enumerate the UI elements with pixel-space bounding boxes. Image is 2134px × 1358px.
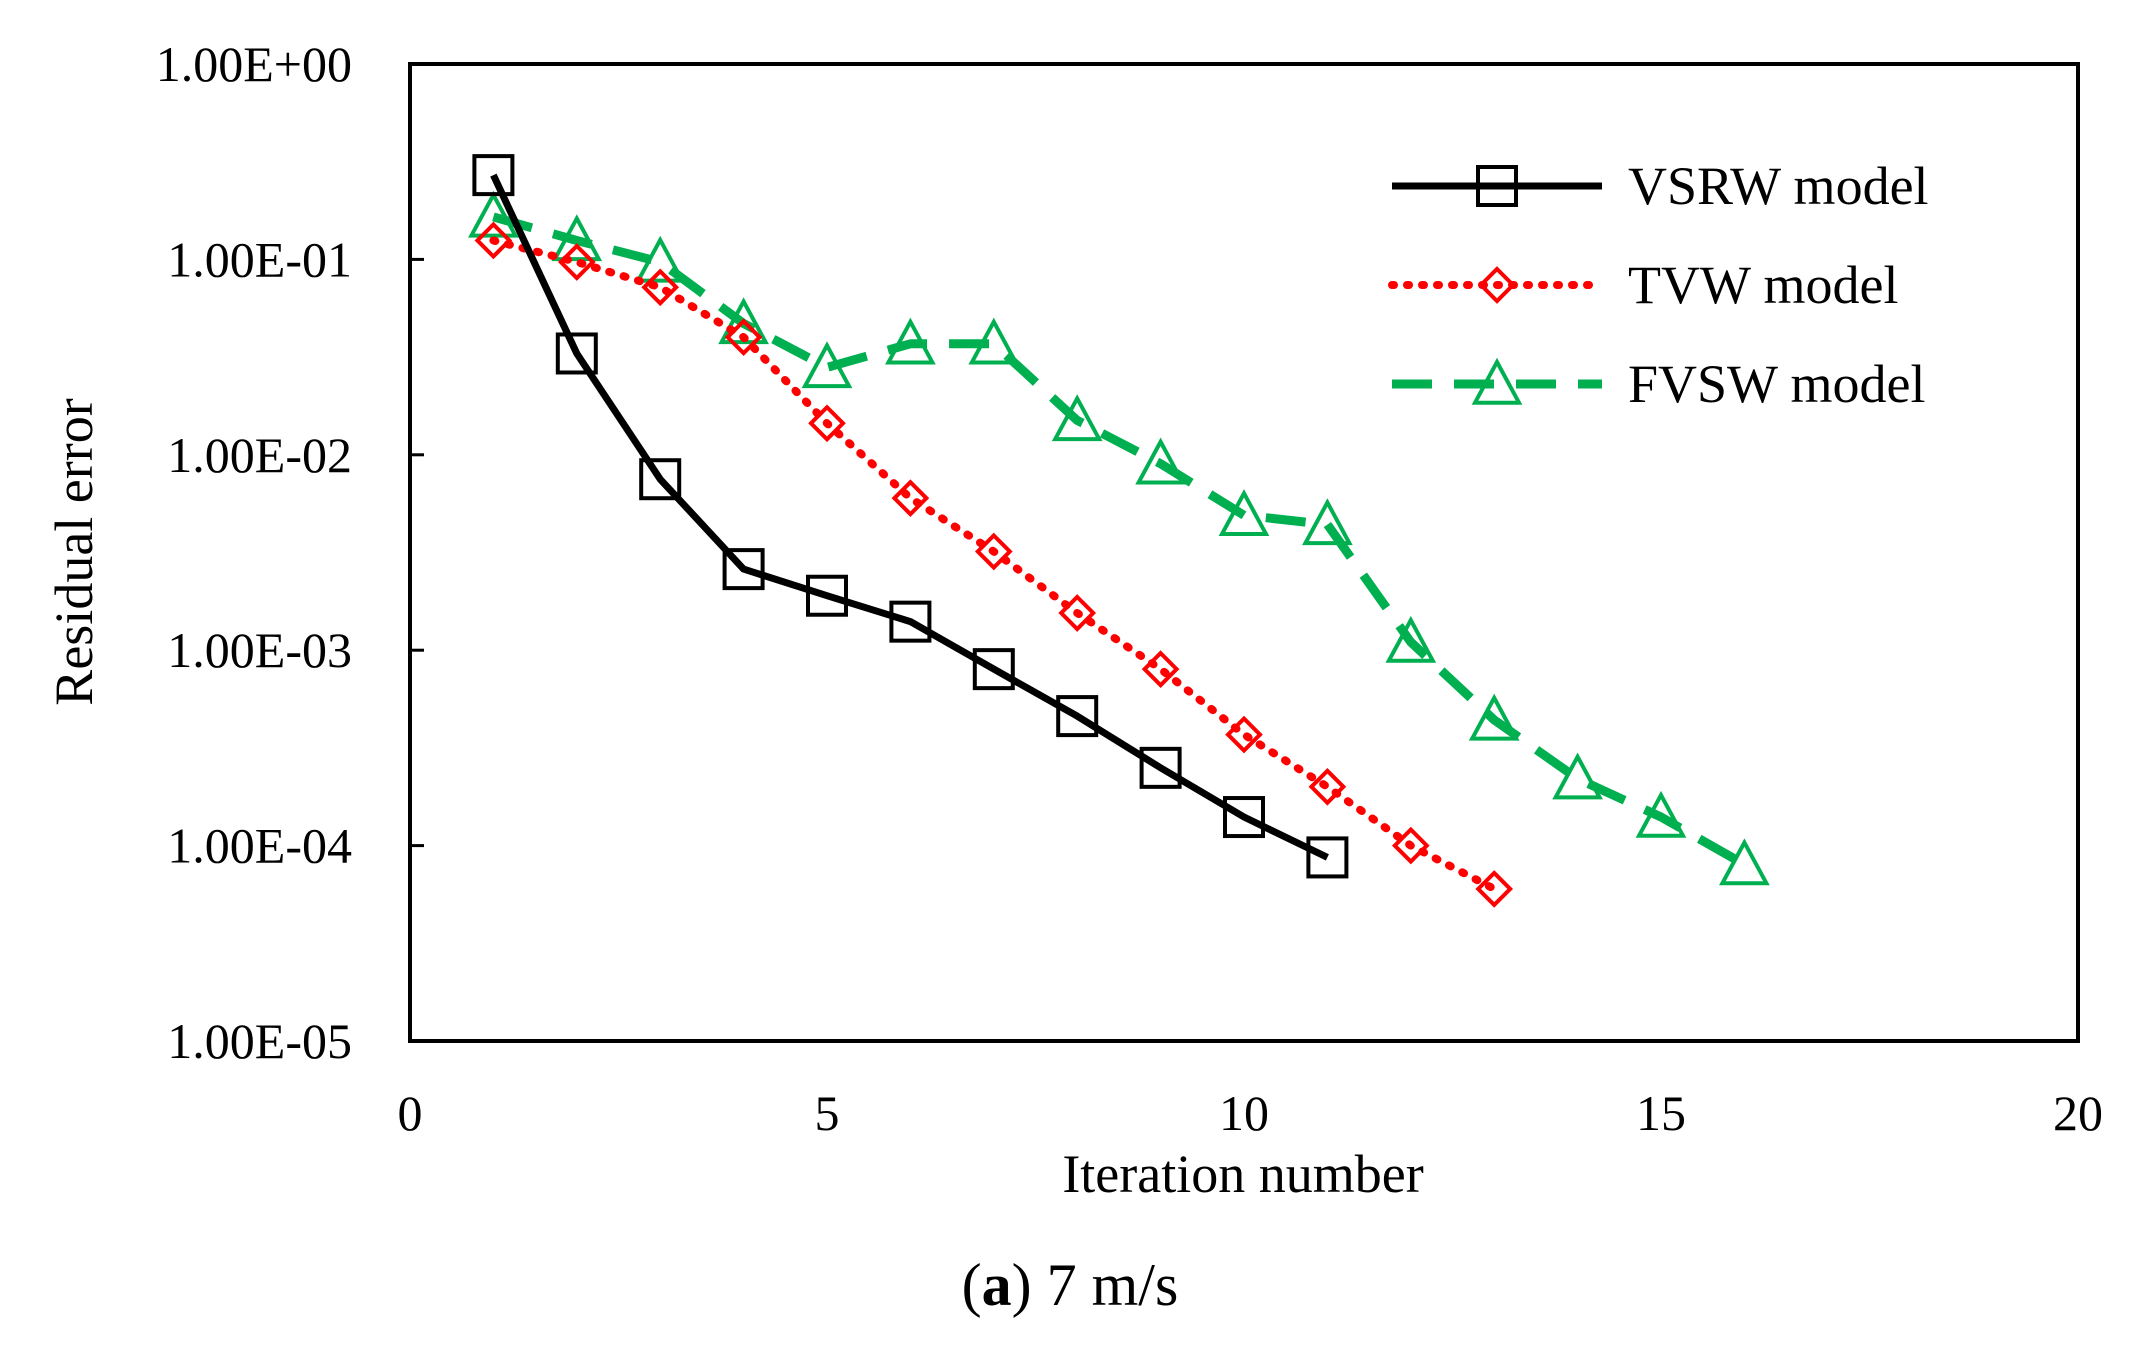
data-point bbox=[1056, 695, 1099, 738]
data-point bbox=[468, 190, 519, 238]
data-point bbox=[968, 317, 1020, 365]
data-point bbox=[808, 404, 846, 443]
data-point bbox=[1552, 752, 1603, 800]
figure-caption: (a) 7 m/s bbox=[962, 1252, 1179, 1318]
series-fvsw-model bbox=[468, 190, 1770, 886]
y-axis-title: Residual error bbox=[44, 398, 104, 705]
y-tick-label: 1.00E+00 bbox=[156, 36, 352, 92]
legend-label: FVSW model bbox=[1628, 354, 1926, 414]
data-point bbox=[806, 574, 848, 617]
data-point bbox=[724, 318, 763, 356]
data-point bbox=[1719, 838, 1770, 886]
series-layer bbox=[468, 154, 1770, 908]
legend-label: TVW model bbox=[1628, 255, 1898, 315]
data-point bbox=[972, 648, 1015, 691]
legend-marker bbox=[1476, 165, 1518, 207]
data-point bbox=[1139, 746, 1182, 789]
legend-marker bbox=[1471, 357, 1523, 405]
data-point bbox=[551, 214, 603, 262]
legend: VSRW model TVW model FVSW model bbox=[1388, 156, 1929, 414]
y-tick-label: 1.00E-05 bbox=[167, 1013, 352, 1069]
x-tick-label: 0 bbox=[398, 1085, 423, 1141]
legend-entry: VSRW model bbox=[1392, 156, 1929, 216]
x-axis-title: Iteration number bbox=[1062, 1144, 1423, 1204]
data-point bbox=[1302, 498, 1353, 546]
y-tick-label: 1.00E-04 bbox=[167, 818, 352, 874]
data-point bbox=[634, 235, 686, 283]
series-line bbox=[489, 236, 1499, 893]
data-point bbox=[472, 154, 515, 197]
data-point bbox=[1385, 615, 1437, 663]
data-point bbox=[1225, 715, 1263, 754]
y-tick-label: 1.00E-03 bbox=[167, 622, 352, 678]
series-line bbox=[490, 173, 1329, 861]
caption-text: 7 m/s bbox=[1047, 1252, 1179, 1318]
x-tick-label: 10 bbox=[1219, 1085, 1269, 1141]
y-tick-label: 1.00E-02 bbox=[167, 427, 352, 483]
data-point bbox=[722, 548, 765, 591]
data-point bbox=[974, 532, 1013, 571]
series-line bbox=[492, 212, 1747, 869]
data-point bbox=[1051, 394, 1103, 442]
data-point bbox=[1635, 790, 1687, 838]
plot-frame bbox=[408, 62, 2080, 1043]
data-point bbox=[557, 243, 596, 281]
data-point bbox=[1468, 693, 1520, 741]
data-point bbox=[1223, 796, 1265, 839]
data-point bbox=[718, 297, 769, 345]
data-point bbox=[1218, 489, 1270, 537]
data-point bbox=[1135, 437, 1186, 485]
x-tick-label: 5 bbox=[815, 1085, 840, 1141]
data-point bbox=[1306, 836, 1349, 879]
x-tick-label: 20 bbox=[2053, 1085, 2103, 1141]
data-point bbox=[1391, 826, 1430, 865]
legend-marker bbox=[1478, 266, 1516, 304]
series-vsrw-model bbox=[472, 154, 1349, 879]
data-point bbox=[1141, 650, 1180, 688]
data-point bbox=[641, 268, 680, 307]
data-point bbox=[1058, 594, 1097, 632]
axis-ticks: 0 5 10 15 20 1.00E+00 1.00E-01 1.00E-02 1.00E-03… bbox=[156, 36, 2103, 1141]
data-point bbox=[1475, 870, 1514, 908]
data-point bbox=[801, 341, 853, 389]
series-tvw-model bbox=[474, 221, 1514, 908]
data-point bbox=[639, 458, 682, 501]
legend-label: VSRW model bbox=[1628, 156, 1929, 216]
data-point bbox=[889, 600, 932, 643]
legend-entry: FVSW model bbox=[1392, 354, 1926, 414]
data-point bbox=[555, 332, 598, 375]
data-point bbox=[885, 317, 936, 365]
x-tick-label: 15 bbox=[1636, 1085, 1686, 1141]
caption-letter: a bbox=[982, 1252, 1012, 1318]
data-point bbox=[1308, 767, 1347, 806]
data-point bbox=[474, 221, 513, 260]
data-point bbox=[891, 479, 930, 517]
y-tick-label: 1.00E-01 bbox=[167, 231, 352, 287]
legend-entry: TVW model bbox=[1388, 255, 1898, 315]
